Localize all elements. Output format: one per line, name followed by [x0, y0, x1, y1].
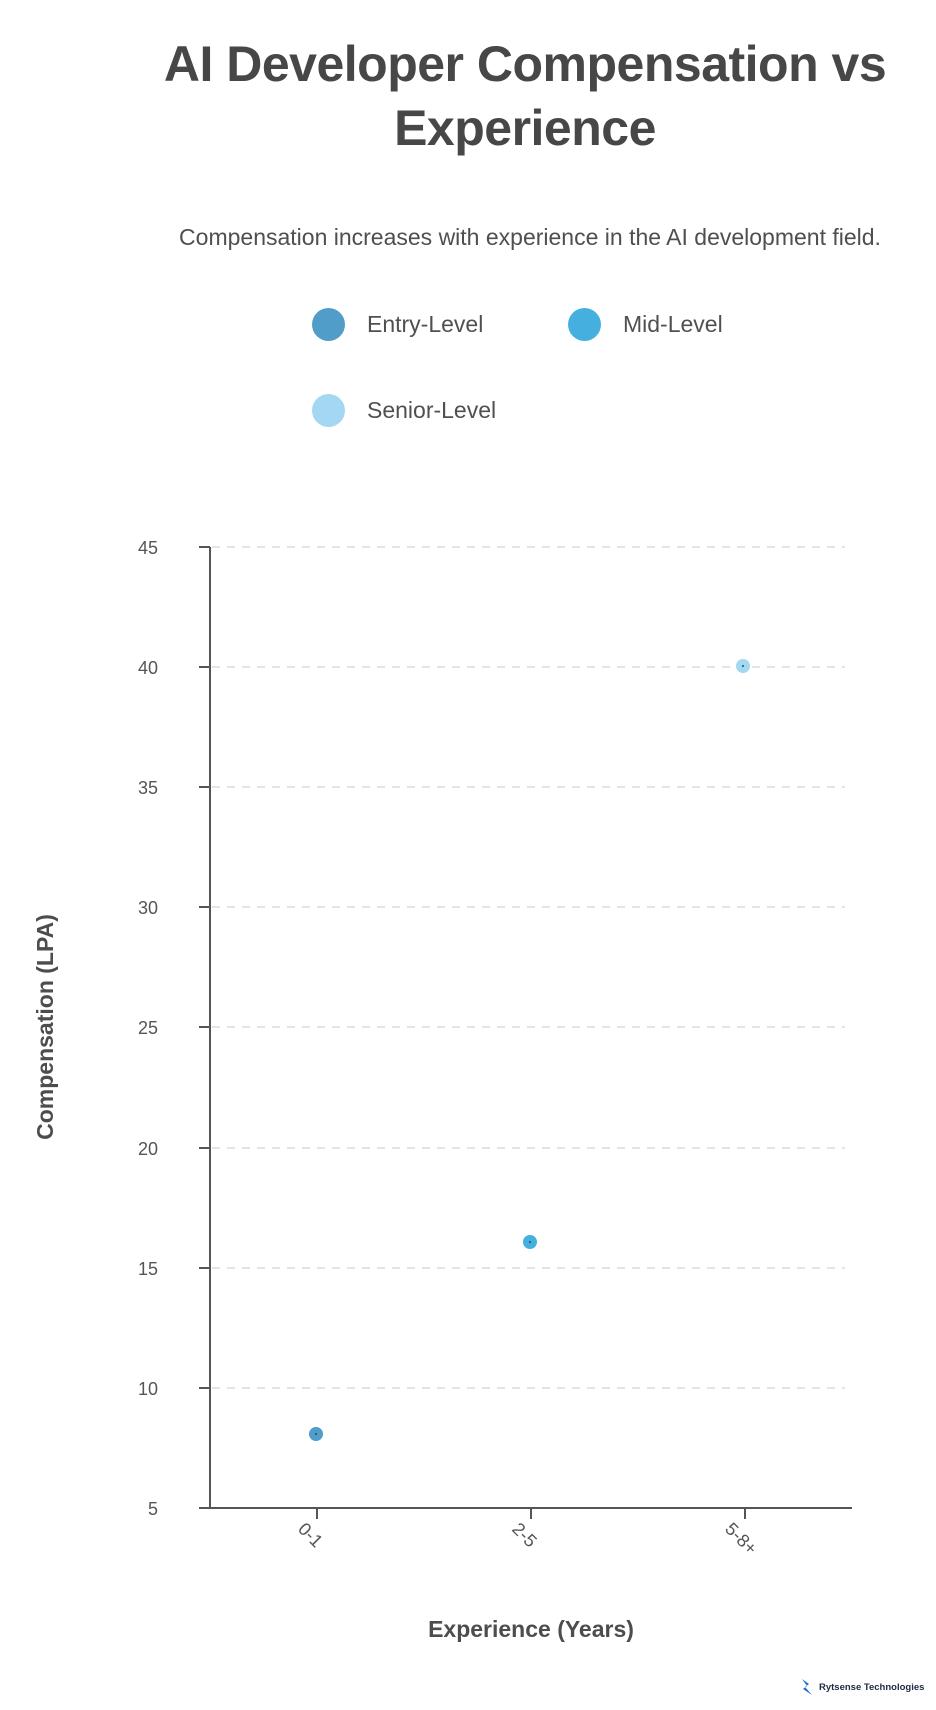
legend-item-mid-level[interactable]: Mid-Level [568, 306, 723, 342]
data-points [309, 659, 750, 1441]
svg-text:2-5: 2-5 [508, 1519, 541, 1552]
legend-label: Mid-Level [623, 310, 723, 337]
svg-text:45: 45 [138, 538, 158, 558]
axes [199, 546, 852, 1519]
svg-text:15: 15 [138, 1259, 158, 1279]
legend-dot-icon [568, 307, 601, 341]
chart-title-line-1: AI Developer Compensation vs [163, 36, 887, 92]
x-axis-title: Experience (Years) [428, 1616, 634, 1642]
svg-text:35: 35 [138, 778, 158, 798]
chart-subtitle: Compensation increases with experience i… [179, 224, 881, 250]
svg-text:20: 20 [138, 1139, 158, 1159]
y-axis-title: Compensation (LPA) [32, 914, 58, 1140]
brand-name: Rytsense Technologies [819, 1681, 925, 1693]
legend-item-senior-level[interactable]: Senior-Level [312, 392, 496, 428]
y-tick-labels: 45 40 35 30 25 20 15 10 5 [138, 538, 158, 1519]
svg-text:30: 30 [138, 898, 158, 918]
brand-logo: Rytsense Technologies [800, 1678, 924, 1696]
svg-text:0-1: 0-1 [294, 1519, 327, 1552]
legend-dot-icon [312, 307, 345, 341]
bolt-logo-icon [802, 1679, 812, 1695]
legend-label: Entry-Level [367, 310, 484, 337]
svg-text:5: 5 [148, 1499, 158, 1519]
gridlines [212, 546, 845, 1389]
chart-title-line-2: Experience [394, 100, 656, 156]
legend-item-entry-level[interactable]: Entry-Level [312, 306, 483, 342]
svg-text:5-8+: 5-8+ [721, 1519, 761, 1559]
legend-label: Senior-Level [367, 396, 497, 423]
legend-dot-icon [312, 393, 345, 427]
chart-title: AI Developer Compensation vs Experience [140, 32, 910, 160]
svg-text:10: 10 [138, 1379, 158, 1399]
svg-text:25: 25 [138, 1018, 158, 1038]
x-tick-labels: 0-1 2-5 5-8+ [294, 1519, 761, 1559]
svg-text:40: 40 [138, 658, 158, 678]
